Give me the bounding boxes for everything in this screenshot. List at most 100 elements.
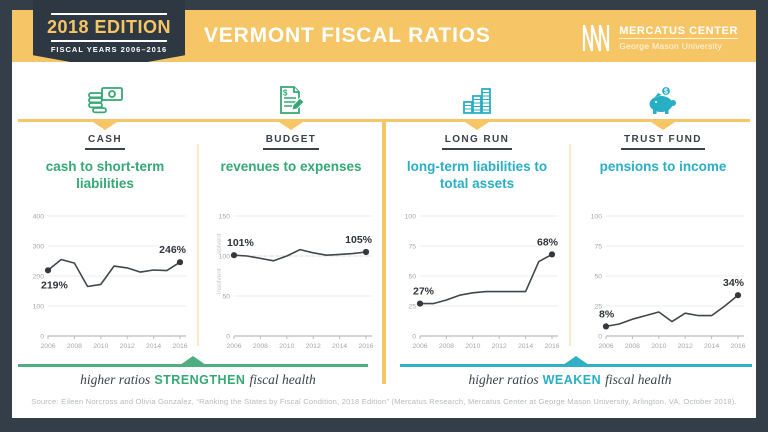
svg-text:2010: 2010: [279, 343, 294, 350]
asset-stacks-icon: [460, 62, 494, 122]
svg-text:27%: 27%: [413, 286, 435, 298]
logo-divider: [619, 38, 738, 39]
svg-text:8%: 8%: [599, 308, 615, 320]
svg-text:0: 0: [412, 333, 416, 340]
svg-text:insolvent: insolvent: [216, 268, 223, 294]
svg-text:200: 200: [33, 273, 45, 280]
panel-budget: $ BUDGET revenues to expenses 0 50 100 150 2…: [198, 62, 384, 354]
svg-text:75: 75: [408, 243, 416, 250]
svg-text:2014: 2014: [146, 343, 161, 350]
svg-text:50: 50: [594, 273, 602, 280]
panel-trust-fund: $ TRUST FUND pensions to income 0 25 50 75 1…: [570, 62, 756, 354]
svg-text:0: 0: [40, 333, 44, 340]
line-chart-budget: 0 50 100 150 2006 2008 2010 2012 2014 2016 solvent…: [216, 213, 374, 350]
svg-text:2012: 2012: [492, 343, 507, 350]
svg-text:$: $: [283, 89, 288, 98]
weaken-rule: [400, 364, 752, 367]
svg-text:2012: 2012: [306, 343, 321, 350]
svg-text:solvent: solvent: [216, 233, 223, 254]
slogan-pre: higher ratios: [80, 372, 151, 387]
strengthen-slogan: higher ratios STRENGTHEN fiscal health: [12, 372, 384, 388]
svg-text:75: 75: [594, 243, 602, 250]
svg-text:2006: 2006: [412, 343, 427, 350]
badge-rule-top: [51, 13, 167, 15]
line-chart-long-run: 0 25 50 75 100 2006 2008 2010 2012 2014 2016 27% 68%: [405, 213, 560, 350]
center-divider: [382, 119, 386, 384]
piggy-bank-icon: $: [645, 62, 681, 122]
svg-text:101%: 101%: [227, 237, 255, 249]
chevron-down-icon: [465, 122, 489, 130]
svg-text:2008: 2008: [439, 343, 454, 350]
svg-text:2008: 2008: [253, 343, 268, 350]
svg-text:2016: 2016: [172, 343, 187, 350]
mercatus-logo-mark-icon: [583, 24, 610, 52]
panel-divider-1: [197, 144, 199, 346]
line-chart-trust-fund: 0 25 50 75 100 2006 2008 2010 2012 2014 2016 8% 34%: [591, 213, 746, 350]
svg-text:100: 100: [219, 253, 231, 260]
chart-title-budget: revenues to expenses: [220, 159, 362, 174]
chart-title-trust-fund: pensions to income: [599, 159, 727, 174]
category-label-trust-fund: TRUST FUND: [621, 134, 705, 150]
line-chart-cash: 0 100 200 300 400 2006 2008 2010 2012 2014 2016 219…: [33, 213, 188, 350]
svg-text:34%: 34%: [723, 277, 745, 289]
svg-text:2012: 2012: [120, 343, 135, 350]
edition-badge: 2018 EDITION FISCAL YEARS 2006–2016: [33, 0, 185, 69]
svg-text:150: 150: [219, 213, 231, 220]
logo-university-name: George Mason University: [619, 41, 723, 51]
svg-text:50: 50: [222, 293, 230, 300]
svg-text:2006: 2006: [226, 343, 241, 350]
badge-rule-bottom: [51, 40, 167, 42]
fiscal-years-label: FISCAL YEARS 2006–2016: [50, 45, 168, 54]
svg-text:2012: 2012: [678, 343, 693, 350]
strengthen-rule: [18, 364, 368, 367]
panel-row: CASH cash to short-term liabilities 0 100…: [12, 62, 756, 354]
category-label-cash: CASH: [85, 134, 125, 150]
content-card: CASH cash to short-term liabilities 0 100…: [12, 62, 756, 418]
category-label-long-run: LONG RUN: [441, 134, 513, 150]
category-label-budget: BUDGET: [262, 134, 320, 150]
chevron-down-icon: [651, 122, 675, 130]
logo-org-name: MERCATUS CENTER: [619, 25, 738, 37]
svg-text:2008: 2008: [67, 343, 82, 350]
slogan-pre: higher ratios: [468, 372, 539, 387]
svg-text:100: 100: [33, 303, 45, 310]
edition-title: 2018 EDITION: [46, 17, 172, 37]
chart-title-long-run: long-term liabilities to total assets: [406, 159, 548, 191]
slogan-keyword: WEAKEN: [542, 373, 602, 387]
svg-text:50: 50: [408, 273, 416, 280]
svg-text:$: $: [664, 89, 668, 96]
svg-text:68%: 68%: [537, 236, 559, 248]
svg-text:100: 100: [591, 213, 603, 220]
svg-text:2016: 2016: [730, 343, 745, 350]
chevron-down-icon: [279, 122, 303, 130]
svg-text:246%: 246%: [159, 244, 187, 256]
panel-long-run: LONG RUN long-term liabilities to total …: [384, 62, 570, 354]
svg-text:400: 400: [33, 213, 45, 220]
svg-text:2006: 2006: [598, 343, 613, 350]
money-icon: [85, 62, 125, 122]
source-citation: Source: Eileen Norcross and Olivia Gonza…: [31, 397, 737, 406]
svg-text:2014: 2014: [704, 343, 719, 350]
svg-text:2016: 2016: [544, 343, 559, 350]
svg-text:300: 300: [33, 243, 45, 250]
slogan-post: fiscal health: [605, 372, 672, 387]
page-title: VERMONT FISCAL RATIOS: [204, 24, 491, 47]
svg-text:25: 25: [408, 303, 416, 310]
panel-cash: CASH cash to short-term liabilities 0 100…: [12, 62, 198, 354]
svg-text:2006: 2006: [40, 343, 55, 350]
svg-text:2008: 2008: [625, 343, 640, 350]
svg-text:25: 25: [594, 303, 602, 310]
budget-document-icon: $: [274, 62, 308, 122]
arrow-up-icon: [180, 356, 206, 365]
svg-text:0: 0: [226, 333, 230, 340]
mercatus-logo: MERCATUS CENTER George Mason University: [582, 23, 738, 53]
svg-text:2010: 2010: [93, 343, 108, 350]
weaken-slogan: higher ratios WEAKEN fiscal health: [384, 372, 756, 388]
svg-text:2010: 2010: [651, 343, 666, 350]
svg-text:2010: 2010: [465, 343, 480, 350]
svg-text:100: 100: [405, 213, 417, 220]
slogan-post: fiscal health: [249, 372, 316, 387]
svg-text:105%: 105%: [345, 234, 373, 246]
panel-divider-2: [569, 144, 571, 346]
